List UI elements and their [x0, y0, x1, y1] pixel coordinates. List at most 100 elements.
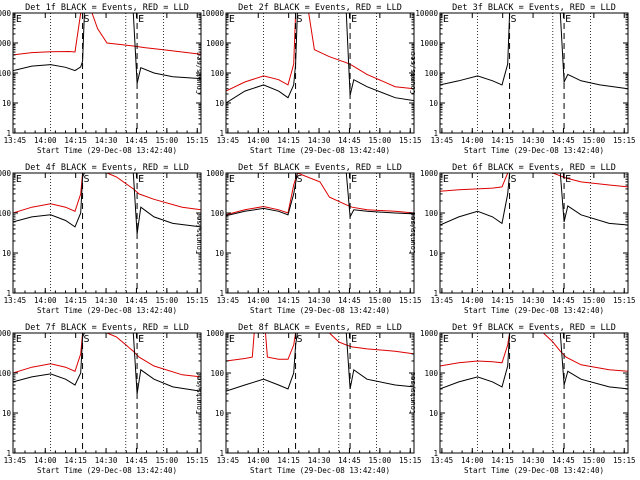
- panel-title: Det 7f BLACK = Events, RED = LLD: [25, 323, 189, 333]
- marker-label: E: [138, 174, 144, 185]
- x-tick-label: 15:00: [156, 456, 179, 465]
- y-tick-label: 10: [215, 409, 225, 418]
- y-tick-label: 100: [424, 369, 438, 378]
- y-axis-label: Counts/sec: [195, 212, 203, 254]
- marker-label: E: [138, 334, 144, 345]
- x-tick-label: 15:00: [369, 296, 392, 305]
- marker-label: E: [351, 334, 357, 345]
- x-tick-label: 14:30: [522, 456, 545, 465]
- plot-frame: [12, 12, 202, 134]
- lld-series-line: [226, 13, 414, 92]
- events-series-line: [440, 13, 628, 90]
- marker-label: S: [511, 334, 517, 345]
- marker-label: S: [297, 174, 303, 185]
- x-tick-label: 15:15: [399, 136, 422, 145]
- y-tick-label: 100: [210, 369, 224, 378]
- events-series-line: [226, 173, 414, 219]
- x-tick-label: 14:00: [461, 456, 484, 465]
- x-tick-label: 13:45: [217, 136, 240, 145]
- x-tick-label: 14:30: [308, 136, 331, 145]
- y-tick-label: 1: [433, 289, 438, 298]
- y-tick-label: 1: [433, 449, 438, 458]
- plot-frame: [225, 332, 415, 454]
- y-tick-label: 1: [6, 129, 11, 138]
- marker-label: E: [565, 174, 571, 185]
- plot-frame: [12, 172, 202, 294]
- panel-title: Det 9f BLACK = Events, RED = LLD: [452, 323, 616, 333]
- x-tick-label: 15:00: [583, 456, 606, 465]
- x-tick-label: 14:00: [461, 296, 484, 305]
- x-tick-label: 14:15: [491, 136, 514, 145]
- y-tick-label: 1000: [0, 39, 11, 48]
- y-tick-label: 1: [6, 289, 11, 298]
- x-tick-label: 14:00: [34, 136, 57, 145]
- y-tick-label: 1: [6, 449, 11, 458]
- x-tick-label: 14:15: [491, 456, 514, 465]
- x-tick-label: 15:15: [613, 456, 636, 465]
- x-tick-label: 14:45: [338, 136, 361, 145]
- x-tick-label: 15:00: [369, 136, 392, 145]
- marker-label: S: [84, 174, 90, 185]
- y-tick-label: 100: [0, 69, 11, 78]
- lld-series-line: [13, 173, 201, 214]
- y-tick-label: 100: [210, 69, 224, 78]
- x-tick-label: 15:00: [583, 136, 606, 145]
- marker-label: E: [443, 14, 449, 25]
- events-series-line: [440, 333, 628, 390]
- y-tick-label: 1: [433, 129, 438, 138]
- x-tick-label: 14:30: [308, 456, 331, 465]
- y-tick-label: 100: [0, 209, 11, 218]
- lld-series-line: [440, 173, 628, 192]
- panel-title: Det 8f BLACK = Events, RED = LLD: [238, 323, 402, 333]
- panel-title: Det 2f BLACK = Events, RED = LLD: [238, 3, 402, 13]
- y-tick-label: 1000: [206, 329, 225, 338]
- y-tick-label: 10: [2, 99, 12, 108]
- x-tick-label: 14:45: [338, 456, 361, 465]
- marker-label: S: [297, 334, 303, 345]
- x-tick-label: 15:15: [399, 456, 422, 465]
- marker-label: E: [565, 334, 571, 345]
- panel-title: Det 3f BLACK = Events, RED = LLD: [452, 3, 616, 13]
- x-tick-label: 14:45: [125, 136, 148, 145]
- panel-title: Det 5f BLACK = Events, RED = LLD: [238, 163, 402, 173]
- x-tick-label: 13:45: [4, 456, 27, 465]
- x-tick-label: 13:45: [431, 456, 454, 465]
- x-tick-label: 14:45: [552, 136, 575, 145]
- x-tick-label: 14:00: [247, 136, 270, 145]
- y-axis-label: Counts/sec: [409, 52, 417, 94]
- x-tick-label: 14:45: [338, 296, 361, 305]
- x-tick-label: 14:30: [95, 296, 118, 305]
- lld-series-line: [226, 173, 414, 216]
- x-axis-label: Start Time (29-Dec-08 13:42:40): [37, 466, 177, 475]
- x-tick-label: 14:30: [95, 456, 118, 465]
- x-tick-label: 13:45: [4, 136, 27, 145]
- x-tick-label: 14:00: [34, 456, 57, 465]
- y-tick-label: 1000: [0, 329, 11, 338]
- x-tick-label: 14:15: [277, 136, 300, 145]
- y-tick-label: 1000: [420, 169, 439, 178]
- y-tick-label: 10000: [415, 9, 438, 18]
- y-tick-label: 10: [215, 249, 225, 258]
- x-tick-label: 14:45: [125, 296, 148, 305]
- x-tick-label: 14:15: [64, 456, 87, 465]
- x-tick-label: 13:45: [4, 296, 27, 305]
- events-series-line: [226, 333, 414, 392]
- y-tick-label: 10: [2, 249, 12, 258]
- marker-label: S: [84, 334, 90, 345]
- events-series-line: [13, 173, 201, 234]
- x-axis-label: Start Time (29-Dec-08 13:42:40): [250, 146, 390, 155]
- plot-frame: [439, 332, 629, 454]
- x-axis-label: Start Time (29-Dec-08 13:42:40): [464, 466, 604, 475]
- y-tick-label: 10: [429, 409, 439, 418]
- x-tick-label: 13:45: [431, 296, 454, 305]
- y-tick-label: 10: [215, 99, 225, 108]
- x-axis-label: Start Time (29-Dec-08 13:42:40): [37, 146, 177, 155]
- x-tick-label: 13:45: [431, 136, 454, 145]
- y-tick-label: 10000: [0, 9, 11, 18]
- x-tick-label: 15:15: [399, 296, 422, 305]
- plot-frame: [439, 12, 629, 134]
